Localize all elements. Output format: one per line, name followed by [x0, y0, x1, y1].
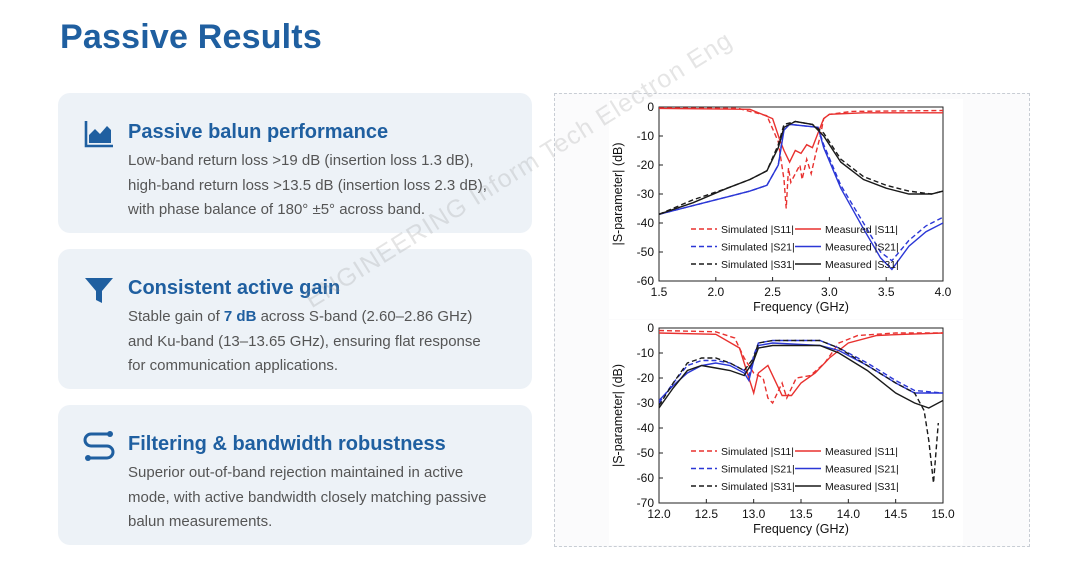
legend-label: Simulated |S11| [721, 224, 794, 236]
x-tick-label: 2.5 [764, 285, 781, 299]
x-tick-label: 4.0 [935, 285, 952, 299]
card-title: Passive balun performance [128, 121, 389, 143]
y-tick-label: -30 [637, 187, 655, 201]
x-tick-label: 12.5 [695, 507, 719, 521]
card-passive-balun: Passive balun performance Low-band retur… [58, 93, 532, 233]
y-axis-label: |S-parameter| (dB) [611, 142, 625, 245]
series-line-measured-s31 [659, 120, 943, 215]
legend-label: Measured |S21| [825, 242, 899, 254]
funnel-icon [82, 273, 116, 307]
x-axis-label: Frequency (GHz) [753, 522, 849, 536]
x-tick-label: 3.0 [821, 285, 838, 299]
series-line-measured-s11 [659, 332, 943, 397]
x-tick-label: 2.0 [707, 285, 724, 299]
x-tick-label: 14.5 [884, 507, 908, 521]
route-icon [82, 429, 116, 463]
y-tick-label: -50 [637, 446, 655, 460]
y-tick-label: 0 [647, 100, 654, 114]
y-tick-label: -50 [637, 245, 655, 259]
x-tick-label: 1.5 [651, 285, 668, 299]
chart-low-band: 1.5 2.0 2.5 3.0 3.5 4.0 0 -10 -20 -30 -40 -50 -60 Fre… [609, 99, 963, 319]
y-tick-label: 0 [647, 321, 654, 335]
x-tick-label: 13.5 [789, 507, 813, 521]
card-filtering: Filtering & bandwidth robustness Superio… [58, 405, 532, 545]
y-tick-label: -60 [637, 471, 655, 485]
card-body: Superior out-of-band rejection maintaine… [128, 464, 487, 530]
legend-label: Measured |S11| [825, 446, 898, 458]
series-line-measured-s21 [659, 123, 943, 271]
legend-label: Simulated |S11| [721, 446, 794, 458]
y-tick-label: -20 [637, 158, 655, 172]
gain-value: 7 dB [223, 308, 257, 325]
x-tick-label: 13.0 [742, 507, 766, 521]
y-tick-label: -30 [637, 396, 655, 410]
series-line-simulated-s31 [659, 339, 939, 484]
y-tick-label: -20 [637, 371, 655, 385]
x-tick-label: 12.0 [647, 507, 671, 521]
figure-panel: 1.5 2.0 2.5 3.0 3.5 4.0 0 -10 -20 -30 -40 -50 -60 Fre… [554, 93, 1030, 547]
series-line-measured-s31 [659, 344, 943, 409]
x-tick-label: 3.5 [878, 285, 895, 299]
legend-label: Measured |S31| [825, 481, 899, 493]
legend-label: Measured |S11| [825, 224, 898, 236]
legend-label: Simulated |S31| [721, 481, 795, 493]
series-line-measured-s11 [659, 107, 943, 164]
legend-label: Measured |S31| [825, 259, 899, 271]
legend-label: Measured |S21| [825, 464, 899, 476]
x-axis-label: Frequency (GHz) [753, 300, 849, 314]
card-title: Filtering & bandwidth robustness [128, 433, 446, 455]
y-tick-label: -10 [637, 129, 655, 143]
card-active-gain: Consistent active gain Stable gain of 7 … [58, 249, 532, 389]
card-body: Stable gain of 7 dB across S-band (2.60–… [128, 308, 481, 374]
card-title: Consistent active gain [128, 277, 341, 299]
legend-label: Simulated |S21| [721, 242, 795, 254]
y-tick-label: -40 [637, 421, 655, 435]
x-tick-label: 14.0 [837, 507, 861, 521]
area-chart-icon [82, 117, 116, 151]
plot-background [609, 99, 963, 319]
page-title: Passive Results [60, 18, 322, 56]
y-tick-label: -40 [637, 216, 655, 230]
x-tick-label: 15.0 [931, 507, 955, 521]
plot-background [609, 320, 963, 545]
y-tick-label: -70 [637, 496, 655, 510]
y-axis-label: |S-parameter| (dB) [611, 364, 625, 467]
series-line-simulated-s21 [659, 339, 943, 404]
legend-label: Simulated |S21| [721, 464, 795, 476]
legend-label: Simulated |S31| [721, 259, 795, 271]
card-body: Low-band return loss >19 dB (insertion l… [128, 152, 487, 218]
y-tick-label: -60 [637, 274, 655, 288]
chart-high-band: 12.0 12.5 13.0 13.5 14.0 14.5 15.0 0 -10 -20 -30 -4… [609, 320, 963, 545]
y-tick-label: -10 [637, 346, 655, 360]
